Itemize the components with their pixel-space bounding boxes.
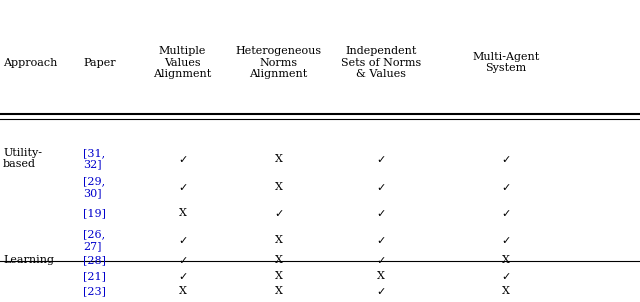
- Text: Multiple
Values
Alignment: Multiple Values Alignment: [153, 46, 212, 79]
- Text: X: X: [377, 271, 385, 281]
- Text: [19]: [19]: [83, 208, 106, 218]
- Text: $\checkmark$: $\checkmark$: [376, 286, 385, 297]
- Text: X: X: [275, 255, 282, 265]
- Text: X: X: [179, 286, 186, 297]
- Text: $\checkmark$: $\checkmark$: [501, 208, 510, 218]
- Text: X: X: [377, 301, 385, 302]
- Text: $\checkmark$: $\checkmark$: [274, 208, 283, 218]
- Text: Approach: Approach: [3, 58, 58, 68]
- Text: X: X: [275, 235, 282, 245]
- Text: X: X: [502, 255, 509, 265]
- Text: $\checkmark$: $\checkmark$: [178, 235, 187, 245]
- Text: X: X: [502, 286, 509, 297]
- Text: [31,
32]: [31, 32]: [83, 148, 106, 169]
- Text: $\checkmark$: $\checkmark$: [274, 301, 283, 302]
- Text: Paper: Paper: [83, 58, 116, 68]
- Text: $\checkmark$: $\checkmark$: [178, 255, 187, 265]
- Text: $\checkmark$: $\checkmark$: [178, 301, 187, 302]
- Text: Utility-
based: Utility- based: [3, 148, 42, 169]
- Text: [21]: [21]: [83, 271, 106, 281]
- Text: $\checkmark$: $\checkmark$: [376, 255, 385, 265]
- Text: $\checkmark$: $\checkmark$: [501, 271, 510, 281]
- Text: Heterogeneous
Norms
Alignment: Heterogeneous Norms Alignment: [236, 46, 321, 79]
- Text: Learning: Learning: [3, 255, 54, 265]
- Text: [28]: [28]: [83, 255, 106, 265]
- Text: $\checkmark$: $\checkmark$: [178, 153, 187, 164]
- Text: $\checkmark$: $\checkmark$: [376, 235, 385, 245]
- Text: $\checkmark$: $\checkmark$: [376, 208, 385, 218]
- Text: [13]: [13]: [83, 301, 106, 302]
- Text: $\checkmark$: $\checkmark$: [376, 182, 385, 192]
- Text: Multi-Agent
System: Multi-Agent System: [472, 52, 540, 73]
- Text: Independent
Sets of Norms
& Values: Independent Sets of Norms & Values: [340, 46, 421, 79]
- Text: $\checkmark$: $\checkmark$: [501, 301, 510, 302]
- Text: [26,
27]: [26, 27]: [83, 229, 106, 251]
- Text: X: X: [275, 153, 282, 164]
- Text: [29,
30]: [29, 30]: [83, 176, 106, 198]
- Text: $\checkmark$: $\checkmark$: [178, 271, 187, 281]
- Text: [23]: [23]: [83, 286, 106, 297]
- Text: $\checkmark$: $\checkmark$: [501, 235, 510, 245]
- Text: X: X: [179, 208, 186, 218]
- Text: X: X: [275, 271, 282, 281]
- Text: $\checkmark$: $\checkmark$: [501, 182, 510, 192]
- Text: $\checkmark$: $\checkmark$: [178, 182, 187, 192]
- Text: X: X: [275, 182, 282, 192]
- Text: $\checkmark$: $\checkmark$: [376, 153, 385, 164]
- Text: X: X: [275, 286, 282, 297]
- Text: $\checkmark$: $\checkmark$: [501, 153, 510, 164]
